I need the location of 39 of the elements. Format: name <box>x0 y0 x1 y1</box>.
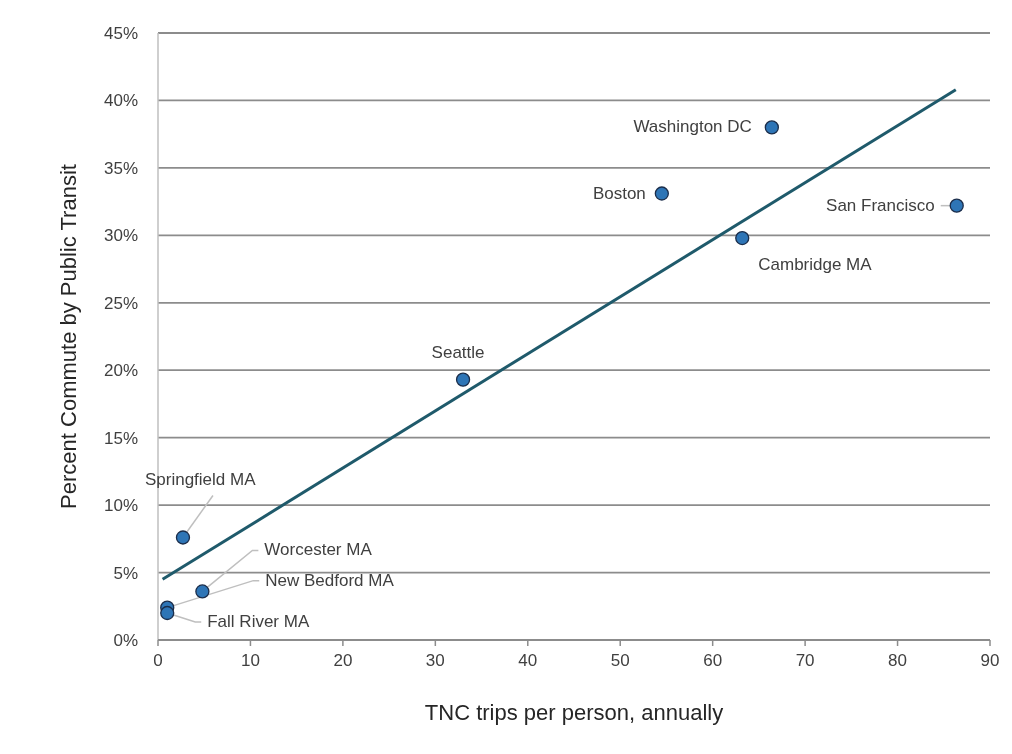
y-tick-label: 35% <box>103 158 138 178</box>
point <box>455 372 471 387</box>
x-tick-label: 80 <box>888 651 908 670</box>
y-axis-title: Percent Commute by Public Transit <box>56 164 81 509</box>
x-tick-label: 60 <box>703 651 723 670</box>
y-tick-label: 5% <box>113 563 138 583</box>
x-axis-title: TNC trips per person, annually <box>424 700 724 725</box>
x-tick-label: 0 <box>153 651 163 670</box>
point <box>195 584 210 599</box>
point <box>949 198 964 213</box>
point <box>764 120 779 135</box>
point <box>654 186 669 201</box>
annotation: Washington DC <box>633 117 752 137</box>
annotation: San Francisco <box>826 195 935 215</box>
y-tick-label: 25% <box>103 293 138 313</box>
annotation: Cambridge MA <box>758 255 873 275</box>
y-tick-label: 30% <box>103 226 138 246</box>
y-tick-label: 15% <box>103 428 138 448</box>
x-tick-label: 40 <box>518 651 538 670</box>
annotation: New Bedford MA <box>265 570 395 590</box>
point <box>735 230 750 246</box>
x-tick-label: 70 <box>795 651 815 670</box>
x-tick-label: 90 <box>980 651 1000 670</box>
y-tick-label: 20% <box>103 361 138 381</box>
point <box>175 530 191 545</box>
annotation: Seattle <box>431 342 485 362</box>
y-tick-label: 40% <box>103 91 138 111</box>
annotation: Springfield MA <box>144 470 257 490</box>
y-tick-label: 10% <box>103 496 138 516</box>
annotation: Boston <box>592 183 646 203</box>
y-tick-label: 45% <box>103 24 138 43</box>
x-tick-label: 30 <box>425 651 445 670</box>
point <box>160 605 175 621</box>
x-tick-label: 50 <box>610 651 630 670</box>
x-tick-label: 10 <box>240 651 260 670</box>
x-tick-label: 20 <box>333 651 353 670</box>
annotation: Fall River MA <box>207 612 310 632</box>
y-tick-label: 0% <box>113 631 138 650</box>
annotation: Worcester MA <box>264 540 373 560</box>
